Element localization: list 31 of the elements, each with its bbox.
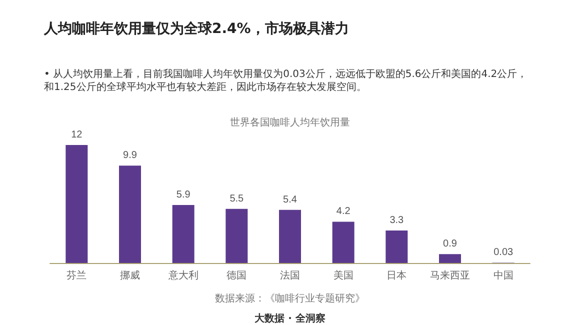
data-label: 0.03 (494, 247, 514, 258)
text: 大数据 · 全洞察 (254, 312, 326, 324)
x-tick-label: 德国 (226, 270, 247, 282)
source-note: 数据来源：《咖啡行业专题研究》 (215, 292, 365, 304)
data-label: 3.3 (390, 215, 404, 226)
x-tick-label: 马来西亚 (430, 270, 470, 282)
data-label: 5.4 (283, 194, 298, 206)
data-label: 4.2 (336, 206, 351, 218)
x-tick-label: 法国 (280, 270, 300, 282)
bar (119, 166, 141, 263)
chart-title: 人均咖啡年饮用量仅为全球2.4%，市场极具潜力 (44, 20, 349, 38)
bar (279, 210, 301, 263)
bar (439, 254, 461, 263)
x-tick-label: 美国 (333, 270, 354, 282)
x-tick-label: 意大利 (167, 270, 198, 282)
bar (332, 222, 354, 263)
x-tick-label: 芬兰 (66, 270, 87, 282)
data-label: 5.9 (176, 189, 191, 200)
data-label: 9.9 (123, 150, 138, 162)
bar (226, 208, 248, 263)
chart-subtitle: • 从人均饮用量上看，目前我国咖啡人均年饮用量仅为0.03公斤，远远低于欧盟的5.6公斤和美国的4.2公斤，和1.25公斤的全球平均水平也有较大差距，因此市场存在较大发展空间。 (44, 68, 528, 94)
data-label: 5.5 (230, 193, 244, 204)
x-tick-label: 挪威 (120, 270, 140, 282)
x-tick-label: 中国 (493, 270, 514, 282)
data-label: 0.9 (443, 238, 458, 250)
bar (66, 145, 88, 263)
x-tick-label: 日本 (386, 270, 407, 282)
text: 世界各国咖啡人均年饮用量 (230, 116, 350, 128)
data-label: 12 (71, 130, 83, 140)
bar (386, 230, 408, 263)
bar (172, 204, 194, 263)
